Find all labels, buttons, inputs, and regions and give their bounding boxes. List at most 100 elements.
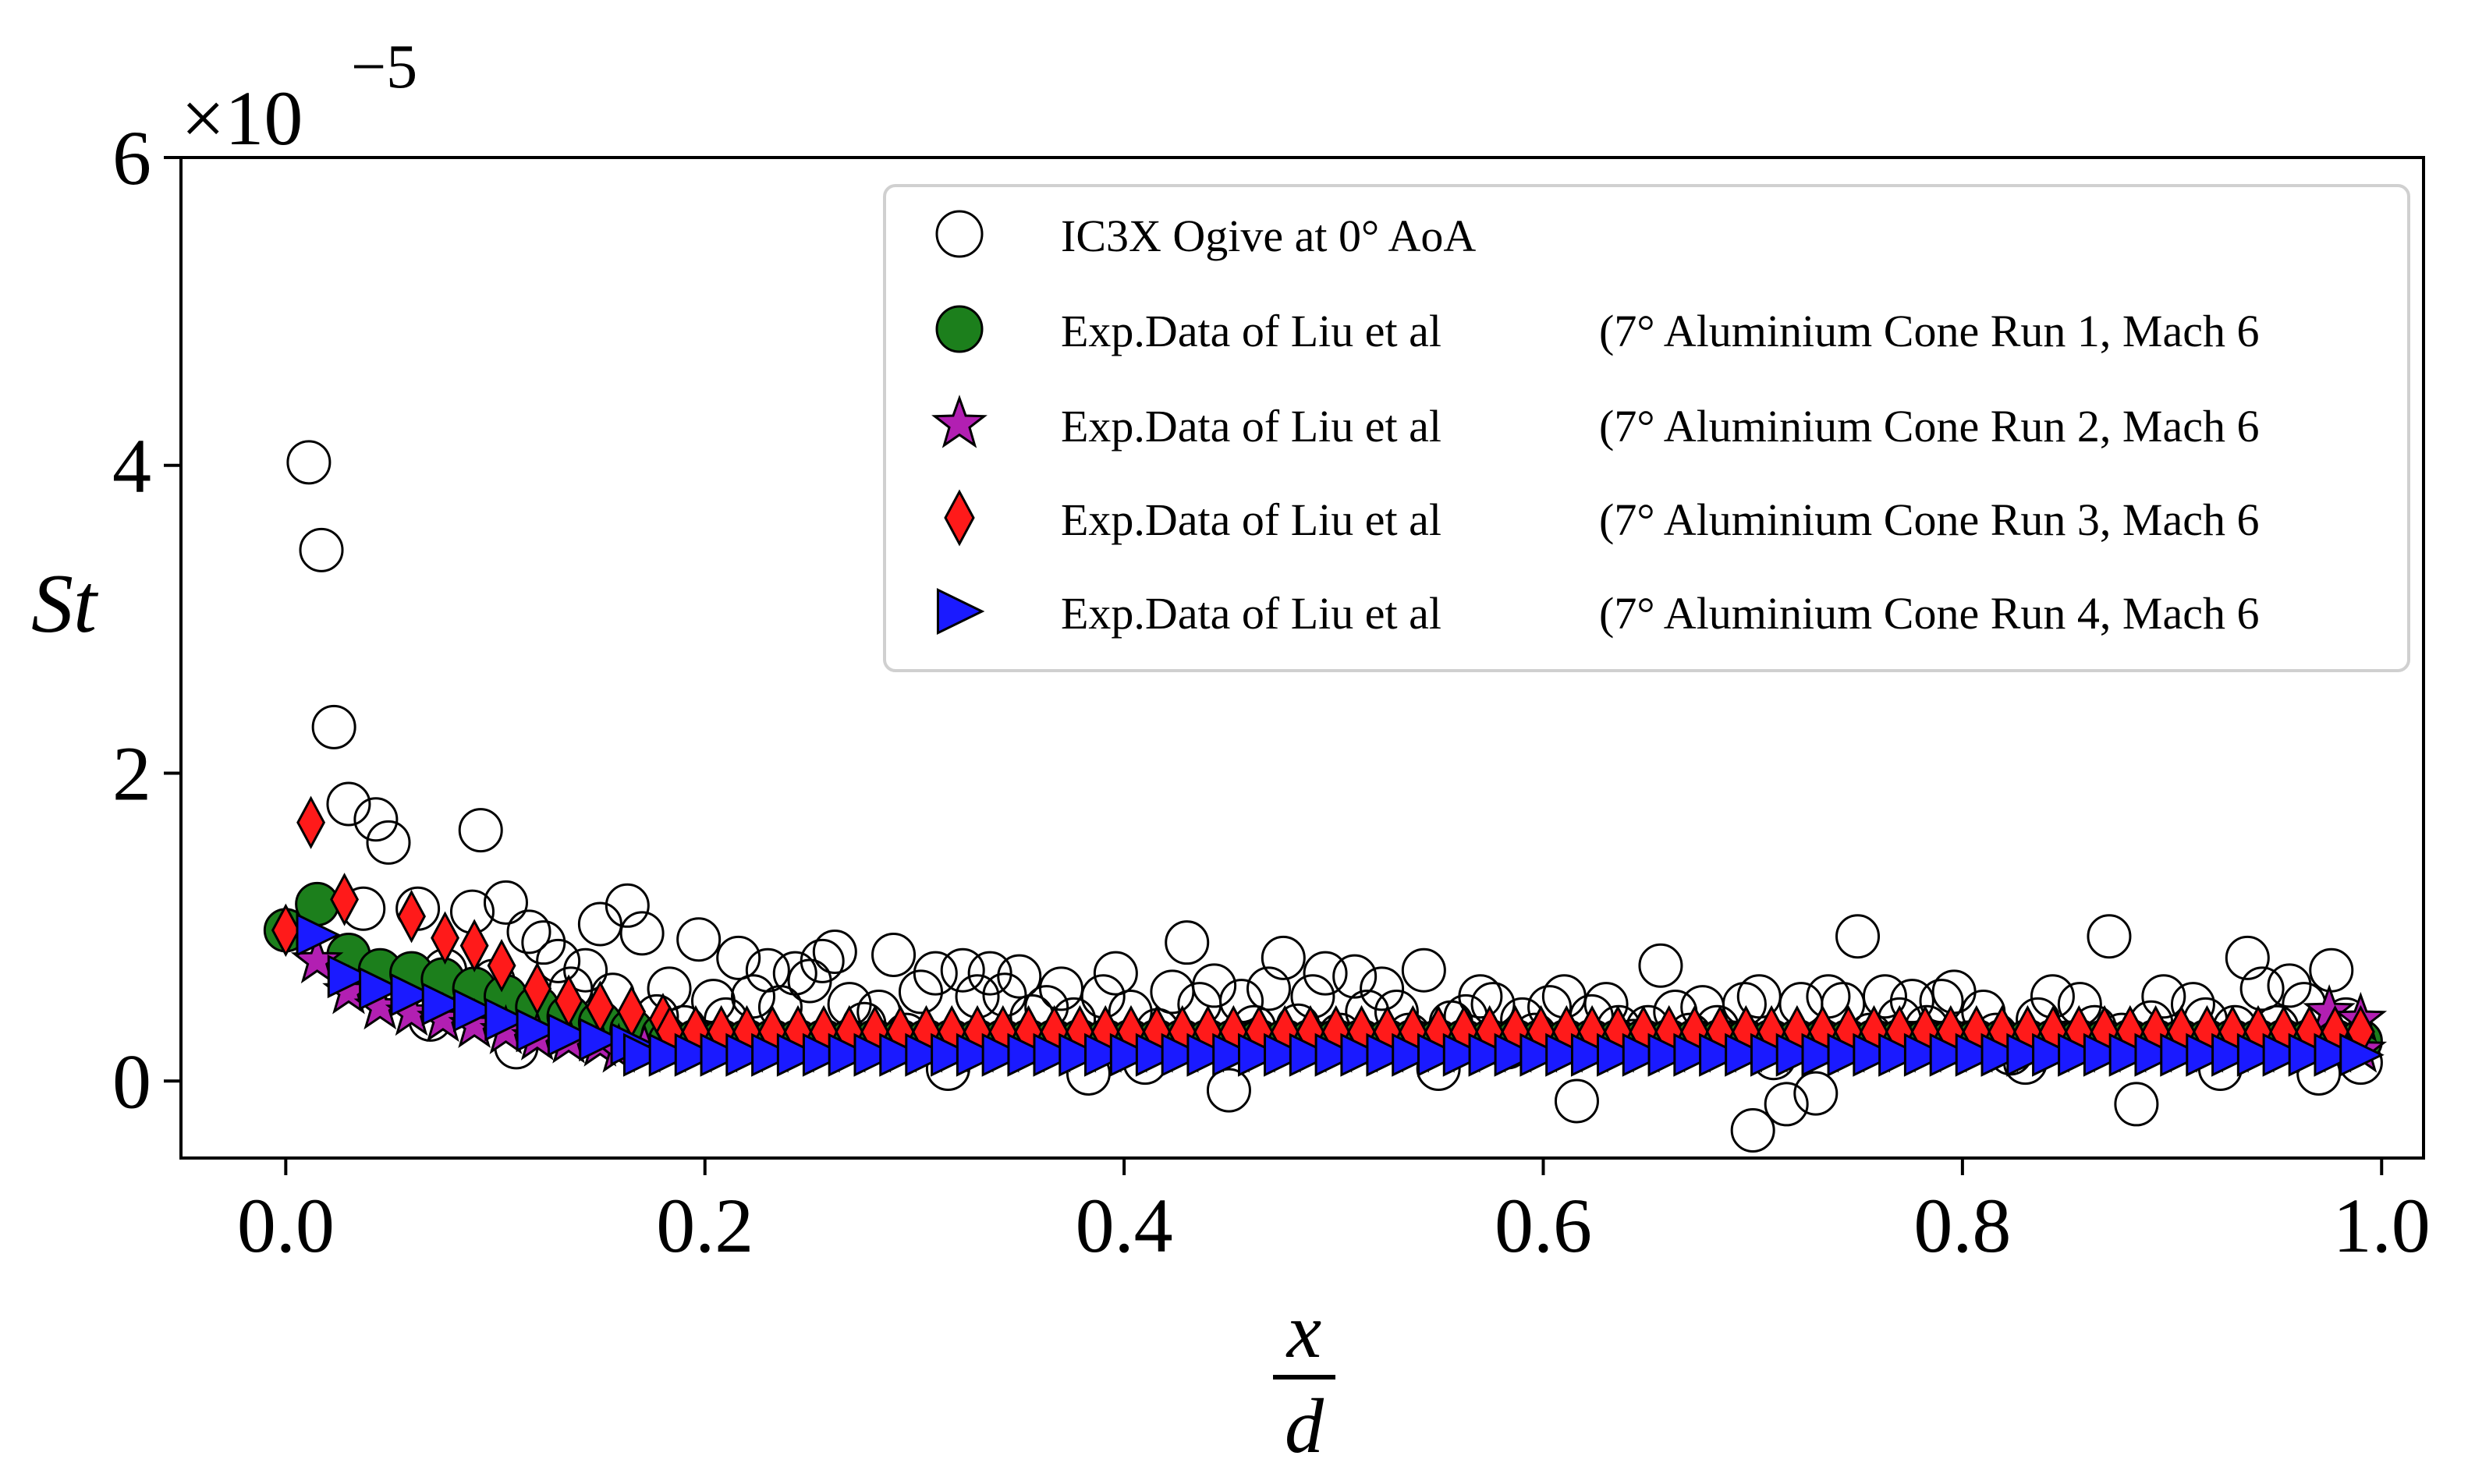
data-point-run4-1 bbox=[327, 955, 373, 999]
data-point-ic3x-135 bbox=[2141, 974, 2186, 1019]
data-point-run3-3 bbox=[397, 889, 427, 944]
data-point-ic3x-3 bbox=[326, 781, 371, 827]
legend-label-run1: Exp.Data of Liu et al bbox=[1061, 306, 1441, 356]
data-point-run4-30 bbox=[1109, 1032, 1155, 1077]
data-point-run4-57 bbox=[1801, 1032, 1847, 1077]
axis-layer: 0.0 0.2 0.4 0.6 0.8 1.0 0 2 4 6 bbox=[112, 115, 2431, 1269]
series-run4 bbox=[296, 912, 2385, 1077]
data-point-run3-1 bbox=[296, 795, 326, 849]
data-point-run4-78 bbox=[2339, 1032, 2385, 1077]
y-multiplier: ×10 −5 bbox=[181, 33, 417, 161]
data-point-run4-38 bbox=[1314, 1032, 1360, 1077]
data-point-ic3x-64 bbox=[1165, 920, 1210, 965]
data-point-run4-33 bbox=[1186, 1032, 1232, 1077]
data-point-run4-16 bbox=[751, 1032, 796, 1077]
data-point-ic3x-6 bbox=[366, 820, 411, 865]
data-point-ic3x-50 bbox=[967, 951, 1012, 996]
data-point-ic3x-59 bbox=[1093, 951, 1138, 996]
legend-suffix-run2: (7° Aluminium Cone Run 2, Mach 6 bbox=[1599, 401, 2259, 452]
legend-marker-run3 bbox=[944, 489, 975, 547]
data-point-ic3x-67 bbox=[1206, 1068, 1251, 1113]
y-multiplier-exponent: −5 bbox=[351, 33, 417, 101]
legend-suffix-run4: (7° Aluminium Cone Run 4, Mach 6 bbox=[1599, 588, 2259, 639]
data-point-ic3x-45 bbox=[898, 969, 943, 1015]
data-point-run4-14 bbox=[700, 1032, 746, 1077]
data-point-ic3x-19 bbox=[536, 938, 581, 983]
data-point-run3-7 bbox=[523, 962, 552, 1016]
data-point-ic3x-141 bbox=[2225, 935, 2270, 980]
data-point-run4-44 bbox=[1468, 1032, 1514, 1077]
data-point-run4-8 bbox=[547, 1013, 593, 1057]
data-point-run4-7 bbox=[516, 1008, 562, 1053]
data-point-ic3x-92 bbox=[1554, 1078, 1599, 1124]
data-point-run4-60 bbox=[1878, 1032, 1924, 1077]
data-point-ic3x-66 bbox=[1192, 963, 1237, 1008]
data-point-run4-70 bbox=[2134, 1032, 2179, 1077]
data-point-run4-65 bbox=[2006, 1032, 2051, 1077]
data-point-run4-43 bbox=[1442, 1032, 1488, 1077]
data-point-run4-36 bbox=[1264, 1032, 1309, 1077]
data-point-ic3x-13 bbox=[458, 808, 503, 853]
data-point-ic3x-98 bbox=[1638, 943, 1683, 988]
data-point-run4-3 bbox=[390, 972, 435, 1017]
legend-label-run2: Exp.Data of Liu et al bbox=[1061, 401, 1441, 452]
data-point-run3-4 bbox=[431, 911, 459, 965]
x-tick-label-3: 0.6 bbox=[1495, 1182, 1592, 1269]
x-tick-label-5: 1.0 bbox=[2333, 1182, 2431, 1269]
data-point-run4-34 bbox=[1212, 1032, 1257, 1077]
y-tick-label-2: 4 bbox=[112, 423, 151, 509]
data-point-ic3x-17 bbox=[506, 909, 551, 955]
data-point-run4-20 bbox=[853, 1032, 899, 1077]
data-point-ic3x-18 bbox=[521, 920, 566, 965]
data-point-run4-75 bbox=[2262, 1032, 2308, 1077]
y-tick-label-0: 0 bbox=[112, 1038, 151, 1125]
data-point-run4-52 bbox=[1673, 1032, 1718, 1077]
x-axis-label: x d bbox=[1273, 1287, 1335, 1469]
data-point-run4-59 bbox=[1853, 1032, 1898, 1077]
y-axis-label: St bbox=[31, 558, 99, 650]
data-point-ic3x-29 bbox=[676, 917, 722, 962]
data-point-run4-48 bbox=[1570, 1032, 1616, 1077]
data-point-ic3x-76 bbox=[1332, 954, 1378, 999]
data-point-ic3x-22 bbox=[577, 901, 622, 947]
data-point-run4-68 bbox=[2083, 1032, 2129, 1077]
legend-markers bbox=[931, 210, 988, 635]
y-tick-label-3: 6 bbox=[112, 115, 151, 201]
data-point-run4-25 bbox=[981, 1032, 1027, 1077]
x-tick-label-0: 0.0 bbox=[237, 1182, 335, 1269]
data-point-ic3x-15 bbox=[483, 880, 528, 925]
data-point-run4-39 bbox=[1340, 1032, 1385, 1077]
data-point-ic3x-48 bbox=[940, 947, 985, 993]
data-point-ic3x-2 bbox=[311, 704, 356, 749]
data-point-run4-28 bbox=[1058, 1032, 1104, 1077]
data-point-run4-72 bbox=[2186, 1032, 2231, 1077]
data-point-run4-67 bbox=[2058, 1032, 2103, 1077]
y-multiplier-base: ×10 bbox=[181, 75, 303, 161]
data-point-ic3x-24 bbox=[605, 883, 650, 928]
data-point-ic3x-70 bbox=[1246, 966, 1292, 1011]
series-layer bbox=[263, 440, 2388, 1153]
data-point-run4-45 bbox=[1494, 1032, 1540, 1077]
data-point-run4-64 bbox=[1980, 1032, 2027, 1077]
data-point-run4-4 bbox=[421, 982, 467, 1026]
data-point-run4-56 bbox=[1775, 1032, 1821, 1077]
data-point-run4-17 bbox=[776, 1032, 822, 1077]
data-point-run4-58 bbox=[1827, 1032, 1873, 1077]
x-tick-label-1: 0.2 bbox=[656, 1182, 754, 1269]
data-point-run3-2 bbox=[330, 873, 360, 926]
data-point-run4-26 bbox=[1007, 1032, 1052, 1077]
series-run3 bbox=[271, 795, 2375, 1059]
data-point-run4-42 bbox=[1417, 1032, 1463, 1077]
data-point-ic3x-38 bbox=[800, 938, 845, 983]
data-point-ic3x-0 bbox=[286, 440, 332, 485]
data-point-run3-6 bbox=[487, 939, 516, 993]
data-point-run4-69 bbox=[2108, 1032, 2154, 1077]
data-point-run3-0 bbox=[271, 903, 300, 958]
data-point-run4-9 bbox=[579, 1017, 624, 1062]
data-point-ic3x-110 bbox=[1793, 1071, 1839, 1116]
legend-label-ic3x: IC3X Ogive at 0° AoA bbox=[1061, 211, 1476, 261]
data-point-run4-55 bbox=[1750, 1032, 1796, 1077]
legend-marker-ic3x bbox=[935, 210, 984, 258]
y-tick-label-1: 2 bbox=[112, 731, 151, 817]
